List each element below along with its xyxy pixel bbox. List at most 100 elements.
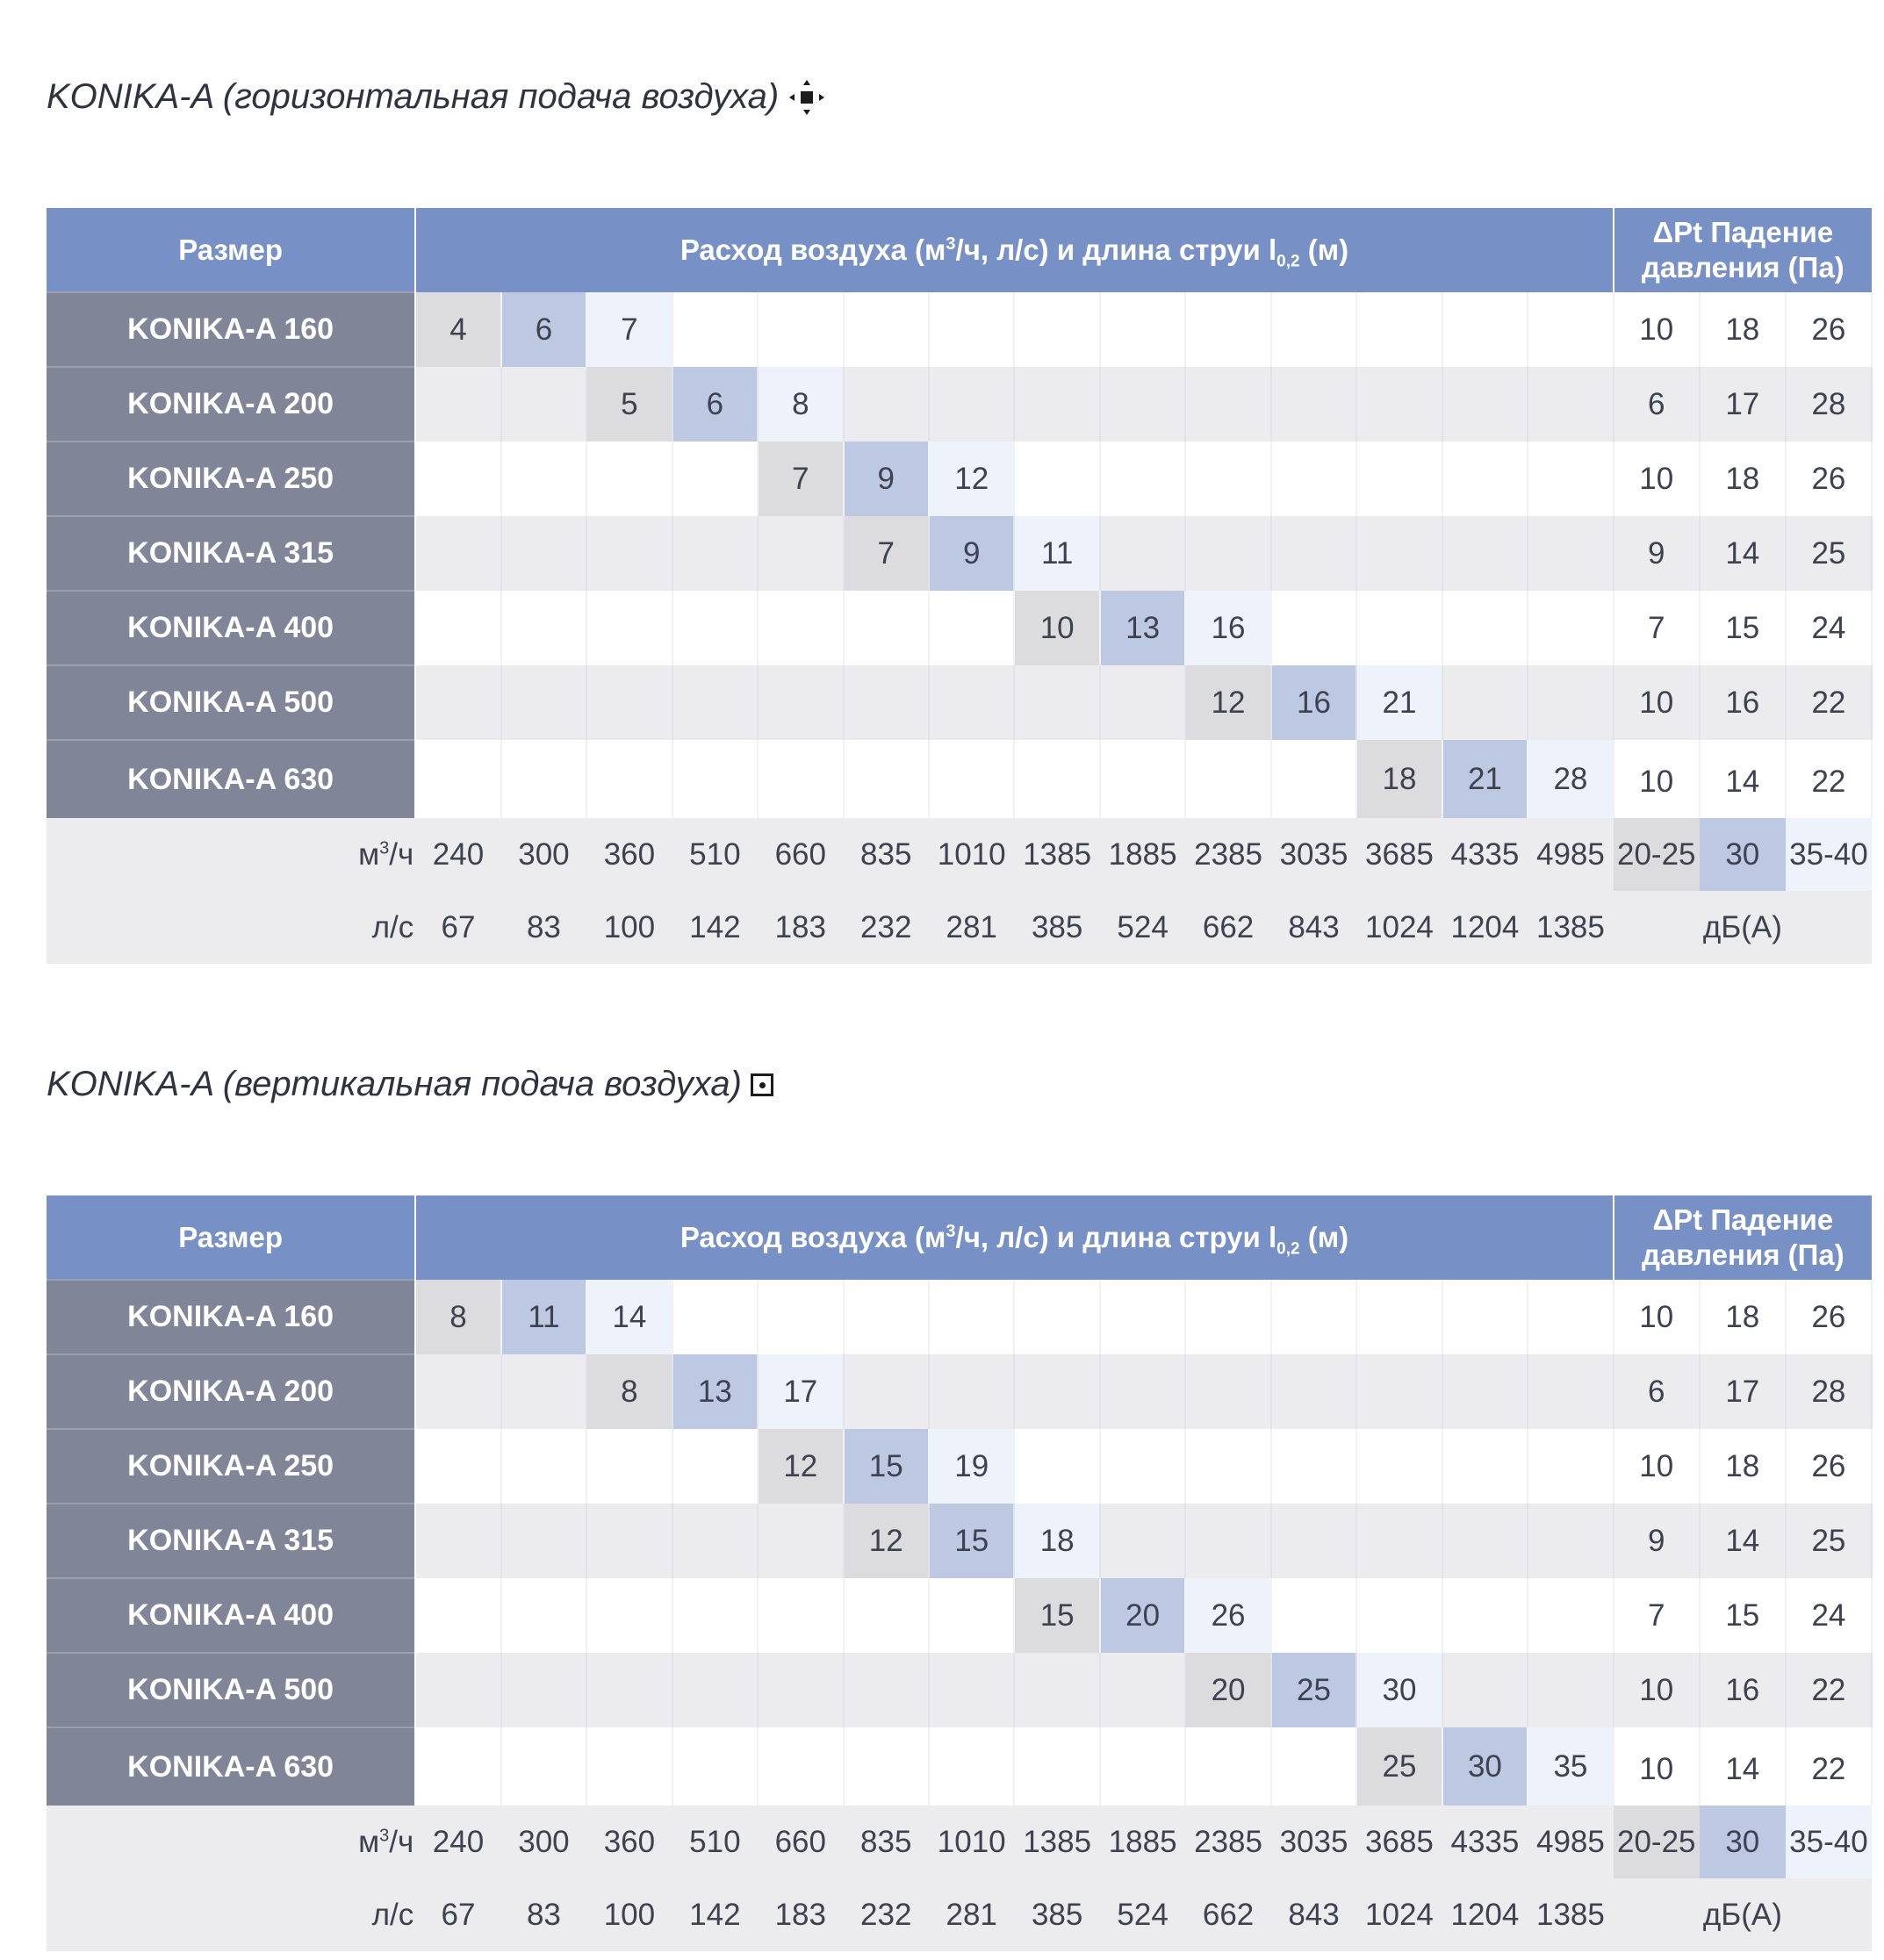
- airflow-ls-value: 1024: [1356, 1878, 1442, 1951]
- throw-cell: [1099, 1727, 1187, 1806]
- airflow-m3h-value: 3685: [1356, 818, 1442, 891]
- throw-cell: [1185, 1429, 1272, 1504]
- unit-m3h: м3/ч: [47, 1806, 416, 1878]
- section-title-text: KONIKA-A (вертикальная подача воздуха): [47, 1065, 742, 1103]
- throw-cell: [1270, 367, 1358, 442]
- airflow-ls-value: 67: [415, 891, 501, 964]
- throw-cell: [758, 1653, 845, 1727]
- pressure-drop-value: 26: [1785, 1429, 1873, 1504]
- throw-length-value: 8: [586, 1354, 673, 1429]
- throw-length-value: 30: [1356, 1653, 1443, 1727]
- throw-cell: [1185, 1504, 1272, 1578]
- throw-cell: [1356, 1280, 1443, 1354]
- row-size-name: KONIKA-A 630: [47, 739, 417, 818]
- throw-cell: [1099, 1504, 1187, 1578]
- throw-cell: [843, 1354, 930, 1429]
- section-title: KONIKA-A (горизонтальная подача воздуха): [47, 77, 826, 117]
- throw-cell: [1099, 665, 1187, 740]
- pressure-drop-value: 22: [1785, 665, 1873, 740]
- airflow-m3h-value: 660: [758, 818, 844, 891]
- throw-cell: [1442, 367, 1529, 442]
- row-size-label: KONIKA-A 630: [127, 762, 334, 796]
- header-size: Размер: [47, 1195, 417, 1280]
- pressure-drop-value: 24: [1785, 591, 1873, 665]
- pressure-drop-value: 16: [1699, 1653, 1787, 1727]
- pressure-drop-value: 26: [1785, 292, 1873, 367]
- throw-cell: [586, 516, 673, 591]
- airflow-ls-value: 232: [843, 1878, 929, 1951]
- throw-length-value: 7: [758, 442, 845, 516]
- row-size-name: KONIKA-A 630: [47, 1727, 417, 1806]
- throw-length-value: 18: [1356, 740, 1443, 818]
- throw-cell: [672, 442, 759, 516]
- throw-cell: [1528, 1429, 1614, 1504]
- throw-length-value: 30: [1442, 1727, 1529, 1806]
- airflow-ls-value: 843: [1270, 891, 1357, 964]
- throw-cell: [1270, 516, 1358, 591]
- airflow-ls-value: 1385: [1528, 1878, 1614, 1951]
- row-size-label: KONIKA-A 400: [127, 611, 334, 644]
- throw-cell: [1185, 1280, 1272, 1354]
- throw-cell: [672, 1578, 759, 1653]
- throw-cell: [415, 442, 502, 516]
- throw-cell: [1270, 442, 1358, 516]
- throw-cell: [928, 665, 1016, 740]
- throw-length-value: 20: [1185, 1653, 1272, 1727]
- header-size-label: Размер: [178, 233, 284, 266]
- unit-m3h-sup: 3: [379, 1825, 390, 1845]
- row-size-name: KONIKA-A 400: [47, 1577, 417, 1653]
- airflow-ls-value: 183: [758, 891, 844, 964]
- table-row: KONIKA-A 500 20 25 30 10 16 22: [47, 1652, 1873, 1727]
- throw-cell: [758, 1504, 845, 1578]
- row-size-label: KONIKA-A 400: [127, 1598, 334, 1632]
- throw-cell: [1099, 292, 1187, 367]
- pressure-drop-value: 28: [1785, 1354, 1873, 1429]
- header-airflow-pre: Расход воздуха (м: [680, 233, 946, 266]
- airflow-m3h-value: 3035: [1270, 1806, 1357, 1878]
- throw-cell: [843, 740, 930, 818]
- row-size-name: KONIKA-A 315: [47, 515, 417, 591]
- pressure-drop-value: 14: [1699, 740, 1787, 818]
- airflow-m3h-value: 660: [758, 1806, 844, 1878]
- pressure-drop-value: 15: [1699, 591, 1787, 665]
- throw-cell: [1014, 1653, 1101, 1727]
- throw-cell: [672, 665, 759, 740]
- airflow-table-horizontal: Размер Расход воздуха (м3/ч, л/с) и длина…: [47, 208, 1873, 964]
- throw-cell: [1185, 292, 1272, 367]
- throw-cell: [758, 591, 845, 665]
- airflow-ls-value: 142: [672, 1878, 759, 1951]
- throw-cell: [415, 1354, 502, 1429]
- throw-cell: [586, 740, 673, 818]
- throw-cell: [500, 1653, 588, 1727]
- throw-cell: [500, 1578, 588, 1653]
- airflow-m3h-value: 510: [672, 1806, 759, 1878]
- throw-length-value: 26: [1185, 1578, 1272, 1653]
- airflow-m3h-value: 300: [500, 818, 587, 891]
- pressure-drop-value: 10: [1613, 1653, 1701, 1727]
- throw-cell: [415, 1653, 502, 1727]
- throw-cell: [415, 1429, 502, 1504]
- throw-cell: [672, 1653, 759, 1727]
- throw-cell: [843, 1280, 930, 1354]
- throw-cell: [1099, 1354, 1187, 1429]
- throw-length-value: 21: [1356, 665, 1443, 740]
- pressure-drop-value: 9: [1613, 1504, 1701, 1578]
- pressure-drop-value: 10: [1613, 740, 1701, 818]
- throw-cell: [1185, 740, 1272, 818]
- throw-cell: [500, 665, 588, 740]
- throw-cell: [1099, 740, 1187, 818]
- noise-level-value: 20-25: [1613, 1806, 1700, 1878]
- header-airflow-post: (м): [1299, 1221, 1349, 1253]
- header-airflow-sup: 3: [946, 234, 956, 254]
- throw-cell: [500, 1504, 588, 1578]
- throw-cell: [758, 1578, 845, 1653]
- section-title-text: KONIKA-A (горизонтальная подача воздуха): [47, 77, 780, 116]
- pressure-drop-value: 14: [1699, 1727, 1787, 1806]
- throw-cell: [1185, 1354, 1272, 1429]
- throw-cell: [672, 591, 759, 665]
- airflow-ls-value: 385: [1014, 891, 1100, 964]
- throw-cell: [928, 740, 1016, 818]
- throw-cell: [586, 1504, 673, 1578]
- throw-cell: [586, 1653, 673, 1727]
- footer-ls-row: л/с 67 83 100 142 183 232 281 385 524 662 843 1024 12…: [47, 1878, 1872, 1951]
